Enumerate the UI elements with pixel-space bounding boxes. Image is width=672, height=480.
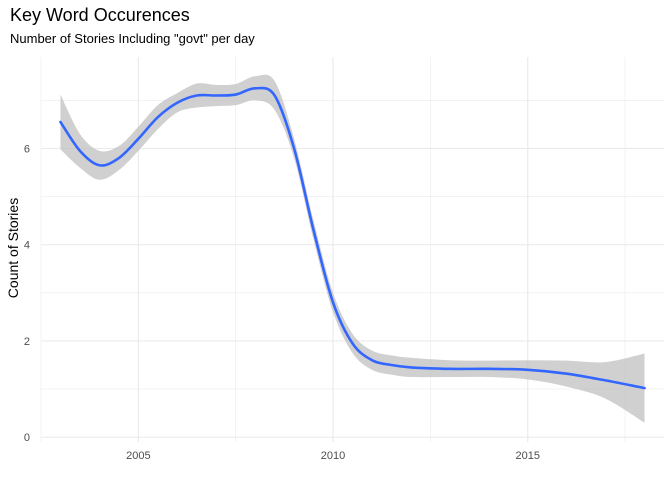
x-axis-ticks: 2005 2010 2015 xyxy=(126,450,540,462)
x-tick-label: 2005 xyxy=(126,450,150,462)
x-tick-label: 2015 xyxy=(515,450,539,462)
y-tick-label: 6 xyxy=(24,143,30,155)
series-line xyxy=(59,86,646,390)
chart-title: Key Word Occurences xyxy=(10,5,190,25)
chart-subtitle: Number of Stories Including "govt" per d… xyxy=(10,31,255,46)
confidence-band xyxy=(60,74,645,423)
y-tick-label: 4 xyxy=(24,240,30,252)
major-gridlines xyxy=(41,57,664,442)
y-axis-ticks: 0 2 4 6 xyxy=(24,143,30,444)
x-tick-label: 2010 xyxy=(321,450,345,462)
minor-gridlines xyxy=(40,57,664,442)
y-axis-title: Count of Stories xyxy=(5,198,21,298)
y-tick-label: 0 xyxy=(24,432,30,444)
y-tick-label: 2 xyxy=(24,336,30,348)
